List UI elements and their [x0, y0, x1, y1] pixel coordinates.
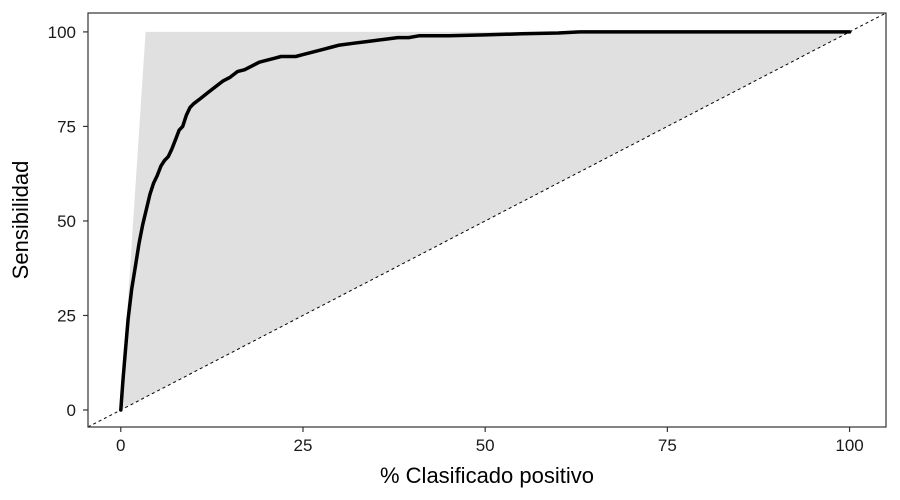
x-axis-ticks: 0 25 50 75 100 [116, 427, 864, 455]
model-sensitivity-curve [119, 30, 852, 412]
y-axis-title: Sensibilidad [8, 161, 33, 280]
x-tick-label: 100 [835, 436, 863, 455]
y-tick-label: 50 [57, 212, 76, 231]
x-tick-label: 50 [476, 436, 495, 455]
x-tick-label: 25 [294, 436, 313, 455]
x-tick-label: 0 [116, 436, 125, 455]
x-tick-label: 75 [658, 436, 677, 455]
y-tick-label: 75 [57, 117, 76, 136]
y-tick-label: 100 [48, 23, 76, 42]
y-tick-label: 25 [57, 306, 76, 325]
plot-frame [87, 12, 887, 428]
y-tick-label: 0 [67, 401, 76, 420]
x-axis-title: % Clasificado positivo [380, 463, 594, 488]
y-axis-ticks: 0 25 50 75 100 [48, 23, 88, 420]
ideal-model-area [120, 31, 850, 411]
